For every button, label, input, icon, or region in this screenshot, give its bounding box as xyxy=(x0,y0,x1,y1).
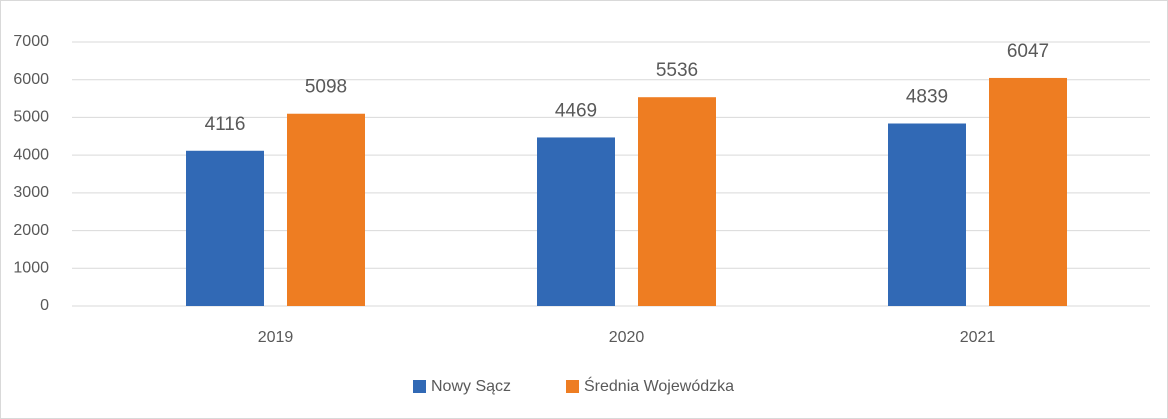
y-tick-label: 3000 xyxy=(13,184,49,201)
bar xyxy=(186,150,264,306)
legend-label: Nowy Sącz xyxy=(431,378,511,395)
data-label: 6047 xyxy=(1007,41,1049,62)
data-label: 5098 xyxy=(305,77,347,98)
y-tick-label: 7000 xyxy=(13,33,49,50)
data-label: 4469 xyxy=(555,100,597,121)
y-tick-label: 2000 xyxy=(13,222,49,239)
y-tick-label: 1000 xyxy=(13,260,49,277)
y-tick-label: 6000 xyxy=(13,71,49,88)
x-tick-label: 2019 xyxy=(258,329,294,346)
legend-swatch xyxy=(566,380,579,393)
y-tick-label: 5000 xyxy=(13,109,49,126)
bar xyxy=(537,137,615,306)
x-tick-label: 2021 xyxy=(960,329,996,346)
bar xyxy=(638,97,716,306)
data-label: 4839 xyxy=(906,87,948,108)
legend-label: Średnia Wojewódzka xyxy=(584,376,734,395)
bar xyxy=(888,123,966,306)
y-tick-label: 0 xyxy=(40,297,49,314)
legend-swatch xyxy=(413,380,426,393)
data-label: 5536 xyxy=(656,60,698,81)
y-tick-label: 4000 xyxy=(13,146,49,163)
data-label: 4116 xyxy=(205,114,246,135)
bar xyxy=(989,77,1067,306)
bar xyxy=(287,113,365,306)
x-tick-label: 2020 xyxy=(609,329,645,346)
